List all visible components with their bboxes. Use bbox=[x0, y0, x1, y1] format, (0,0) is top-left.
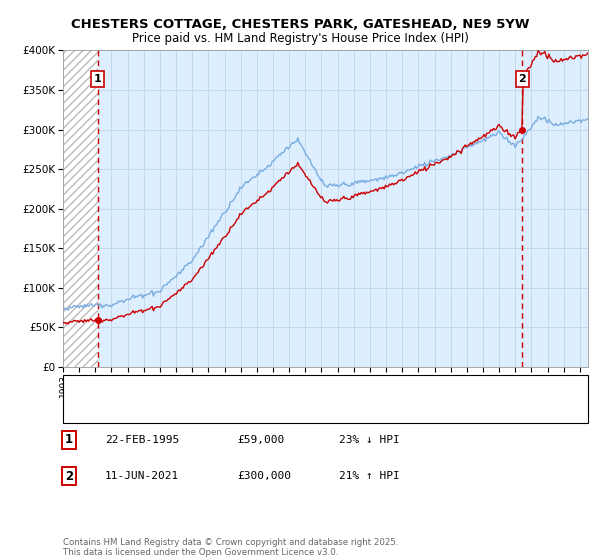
Text: 2: 2 bbox=[65, 469, 73, 483]
Text: HPI: Average price, detached house, Gateshead: HPI: Average price, detached house, Gate… bbox=[103, 404, 337, 414]
Text: 1: 1 bbox=[94, 74, 101, 84]
Text: £59,000: £59,000 bbox=[237, 435, 284, 445]
Text: Price paid vs. HM Land Registry's House Price Index (HPI): Price paid vs. HM Land Registry's House … bbox=[131, 32, 469, 45]
Text: 22-FEB-1995: 22-FEB-1995 bbox=[105, 435, 179, 445]
Text: CHESTERS COTTAGE, CHESTERS PARK, GATESHEAD, NE9 5YW: CHESTERS COTTAGE, CHESTERS PARK, GATESHE… bbox=[71, 18, 529, 31]
Text: 11-JUN-2021: 11-JUN-2021 bbox=[105, 471, 179, 481]
Bar bbox=[63, 50, 98, 367]
Text: Contains HM Land Registry data © Crown copyright and database right 2025.
This d: Contains HM Land Registry data © Crown c… bbox=[63, 538, 398, 557]
Text: 2: 2 bbox=[518, 74, 526, 84]
Text: CHESTERS COTTAGE, CHESTERS PARK, GATESHEAD, NE9 5YW (detached house): CHESTERS COTTAGE, CHESTERS PARK, GATESHE… bbox=[103, 382, 494, 393]
Text: 1: 1 bbox=[65, 433, 73, 446]
Text: 21% ↑ HPI: 21% ↑ HPI bbox=[339, 471, 400, 481]
Text: £300,000: £300,000 bbox=[237, 471, 291, 481]
Text: 23% ↓ HPI: 23% ↓ HPI bbox=[339, 435, 400, 445]
